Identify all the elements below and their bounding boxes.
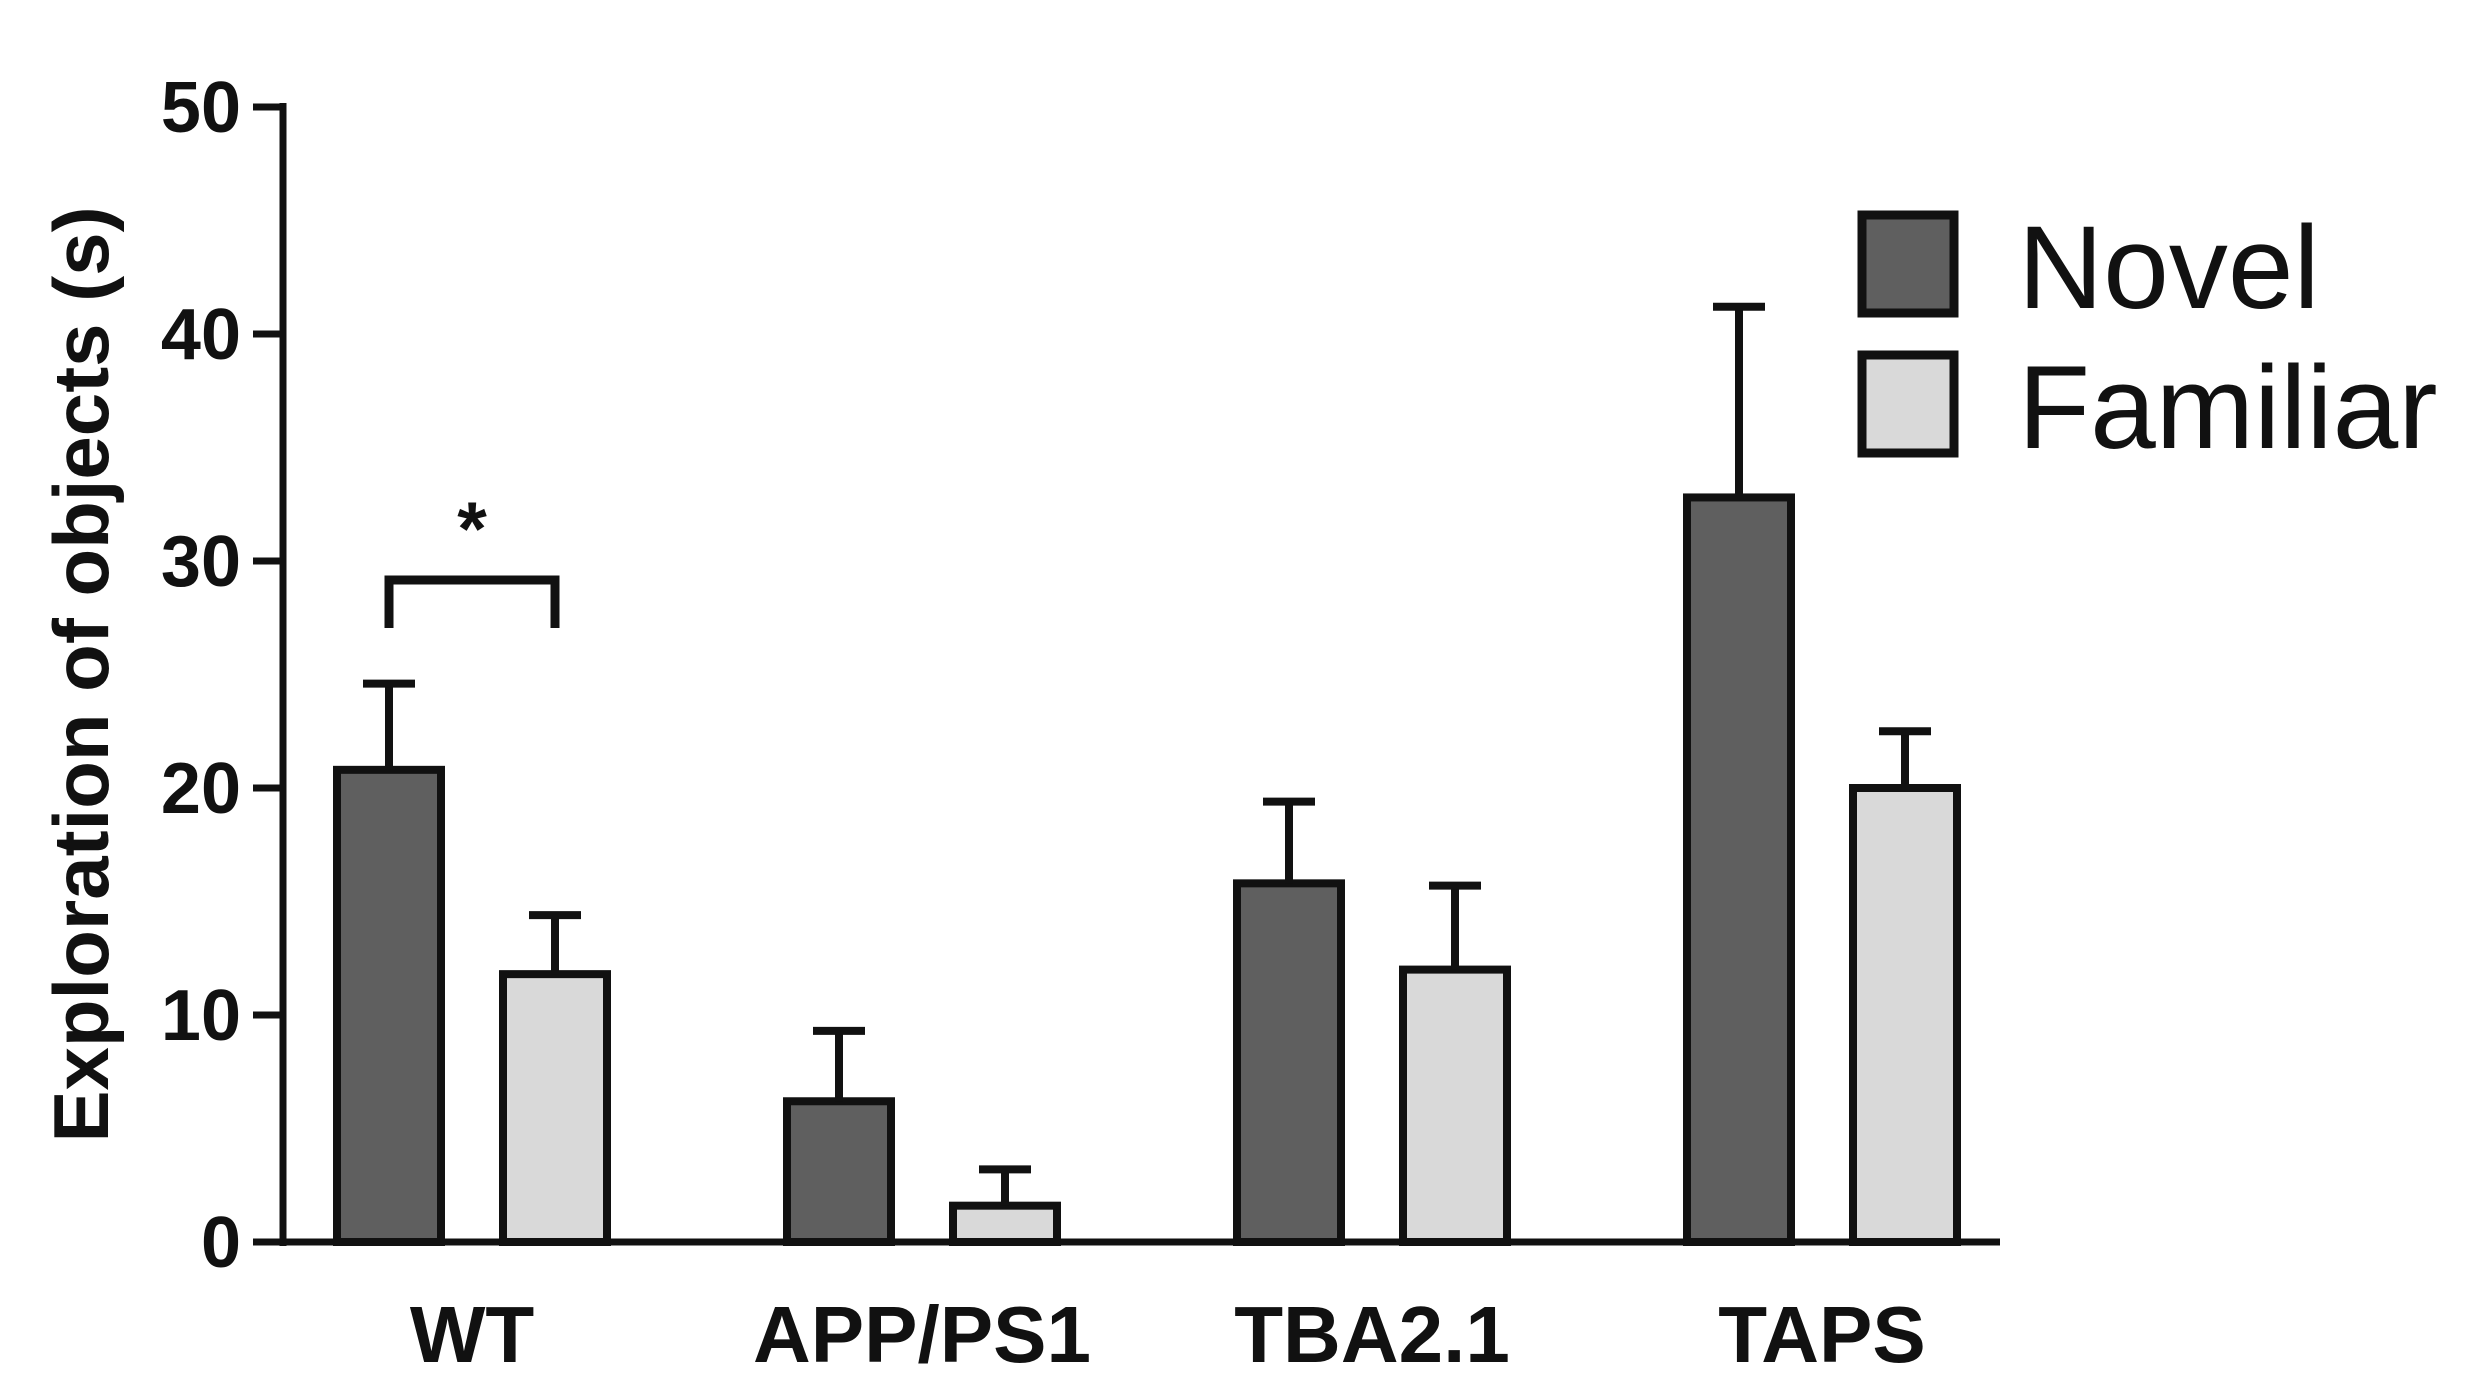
x-category-label: WT: [410, 1290, 535, 1379]
bar-familiar: [499, 970, 611, 1246]
y-tick-label: 50: [161, 68, 241, 148]
bar-novel: [783, 1097, 895, 1247]
y-tick-label: 10: [161, 976, 241, 1056]
significance-bracket: [384, 575, 560, 628]
y-tick-label: 20: [161, 749, 241, 829]
x-category-label: APP/PS1: [753, 1290, 1091, 1379]
bar-novel: [333, 765, 445, 1247]
y-tick-label: 0: [201, 1203, 241, 1283]
significance-marker: *: [457, 487, 487, 572]
labels: 0 10 20 30 40 50 Exploration of objects (s) WT A…: [37, 68, 1926, 1379]
legend-label-novel: Novel: [2018, 202, 2320, 334]
bar-familiar: [949, 1201, 1061, 1247]
x-category-label: TBA2.1: [1234, 1290, 1510, 1379]
bar-novel: [1683, 493, 1795, 1246]
bars: [333, 302, 1961, 1247]
annotations: *: [384, 487, 560, 628]
x-category-label: TAPS: [1718, 1290, 1925, 1379]
legend-swatch-familiar: [1857, 350, 1959, 458]
y-tick-label: 40: [161, 295, 241, 375]
y-tick-label: 30: [161, 522, 241, 602]
legend-label-familiar: Familiar: [2018, 342, 2438, 474]
y-axis-title: Exploration of objects (s): [37, 206, 125, 1142]
legend-swatch-novel: [1857, 210, 1959, 318]
bar-familiar: [1849, 784, 1961, 1246]
bar-familiar: [1399, 965, 1511, 1246]
bar-novel: [1233, 879, 1345, 1247]
